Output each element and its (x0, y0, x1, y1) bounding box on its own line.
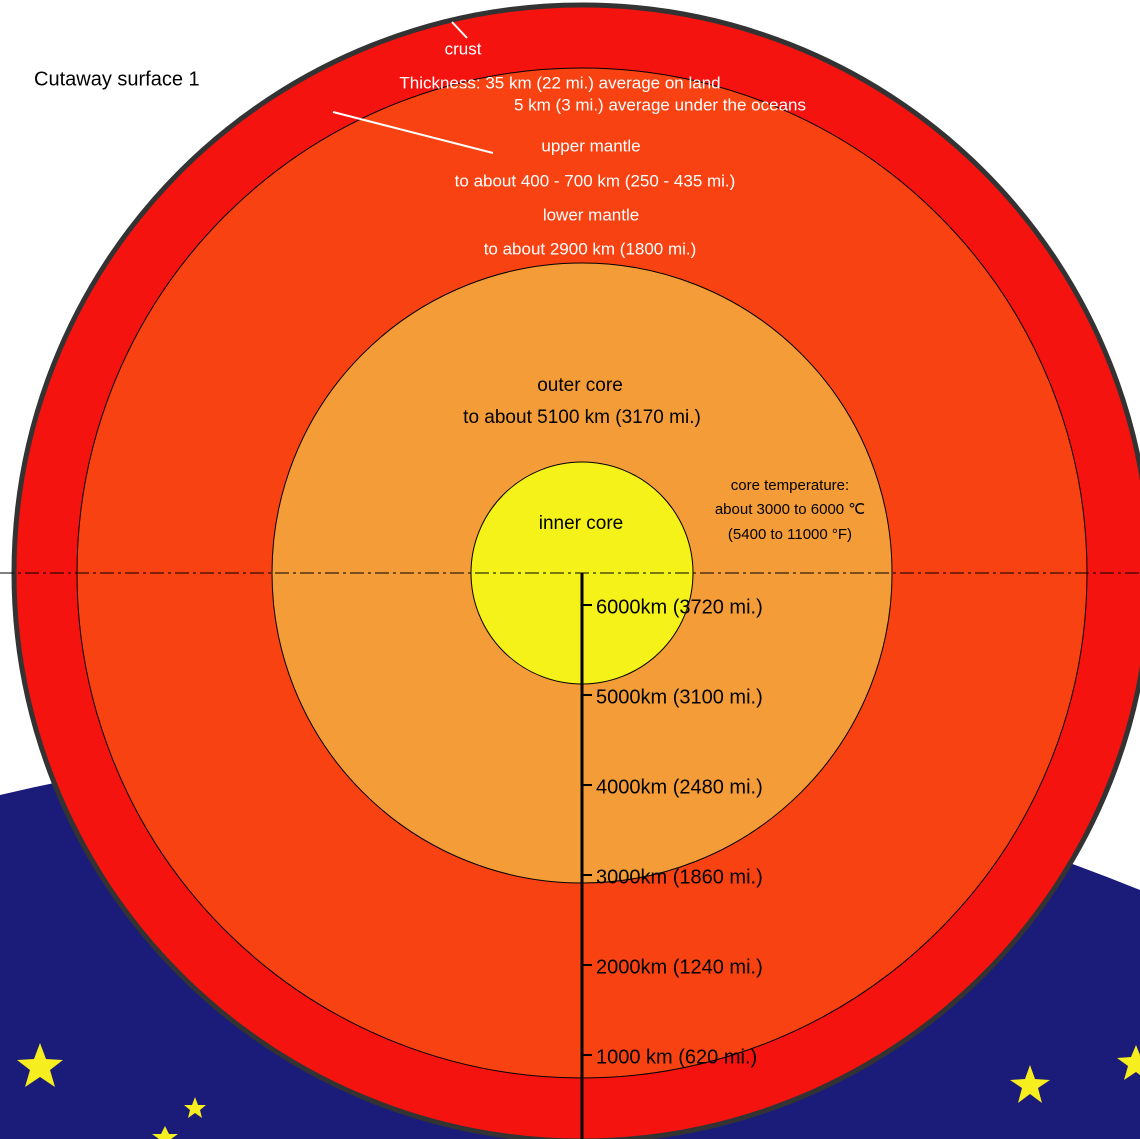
temperature-text: (5400 to 11000 °F) (728, 526, 852, 543)
title: Cutaway surface 1 (34, 68, 200, 90)
crust-pointer (451, 21, 468, 39)
scale-label: 4000km (2480 mi.) (596, 776, 763, 798)
scale-label: 3000km (1860 mi.) (596, 866, 763, 888)
scale-label: 6000km (3720 mi.) (596, 596, 763, 618)
layer-name: upper mantle (541, 136, 640, 155)
scale: 6000km (3720 mi.) 5000km (3100 mi.) 4000km… (582, 596, 763, 1068)
temperature-text: core temperature: (731, 477, 849, 494)
layer-name: crust (445, 39, 482, 58)
layer-name: lower mantle (543, 205, 639, 224)
layer-text: to about 400 - 700 km (250 - 435 mi.) (455, 171, 736, 190)
layer-text: to about 2900 km (1800 mi.) (484, 239, 697, 258)
scale-label: 5000km (3100 mi.) (596, 686, 763, 708)
temperature-text: about 3000 to 6000 ℃ (715, 501, 865, 518)
stars (17, 1043, 1140, 1139)
layer-text: 5 km (3 mi.) average under the oceans (514, 95, 806, 114)
layer-name: inner core (539, 513, 624, 534)
layer-text: Thickness: 35 km (22 mi.) average on lan… (399, 73, 720, 92)
scale-label: 1000 km (620 mi.) (596, 1046, 757, 1068)
scale-label: 2000km (1240 mi.) (596, 956, 763, 978)
mantle-pointer (332, 111, 494, 154)
layer-name: outer core (537, 375, 623, 396)
layer-text: to about 5100 km (3170 mi.) (463, 407, 701, 428)
temperature: core temperature: about 3000 to 6000 ℃ (54… (715, 477, 865, 543)
